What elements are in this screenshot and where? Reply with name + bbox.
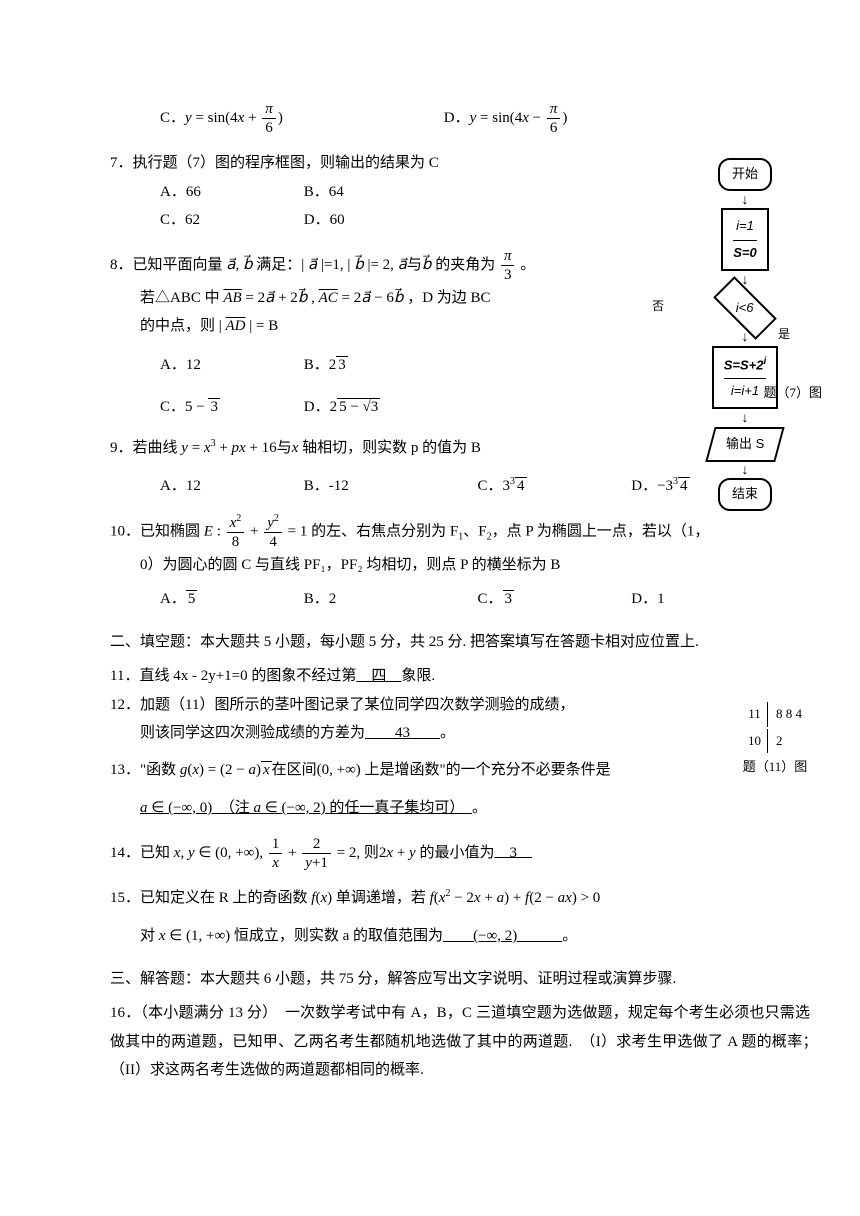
- q8-line2: 若△ABC 中 AB = 2a⃗ + 2b⃗ , AC = 2a⃗ − 6b⃗ …: [110, 284, 630, 313]
- q7-opt-d: D．60: [304, 206, 444, 235]
- q8-opt-d: D．25 − √3: [304, 393, 444, 422]
- section2-header: 二、填空题：本大题共 5 小题，每小题 5 分，共 25 分. 把答案填写在答题…: [110, 628, 810, 657]
- q6-options: C．y = sin(4x + π6) D．y = sin(4x − π6): [110, 100, 810, 137]
- q10: 10．已知椭圆 E : x28 + y24 = 1 的左、右焦点分别为 F1、F…: [110, 513, 810, 614]
- fc-end: 结束: [718, 478, 772, 511]
- q15-answer: (−∞, 2): [443, 928, 562, 944]
- fc-no-label: 否: [652, 295, 664, 318]
- fc-init: i=1 S=0: [721, 208, 769, 271]
- fc-yes-label: 是: [778, 323, 790, 346]
- q8: 8．已知平面向量 a⃗, b⃗ 满足：| a⃗ |=1, | b⃗ |= 2, …: [110, 247, 630, 422]
- q8-opt-b: B．23: [304, 351, 444, 380]
- q12: 12．加题（11）图所示的茎叶图记录了某位同学四次数学测验的成绩， 则该同学这四…: [110, 691, 630, 748]
- q8-opt-c: C．5 − 3: [160, 393, 300, 422]
- q7-flowchart: 开始 ↓ i=1 S=0 ↓ i<6 否 是 ↓ S=S+2i i=i+1 ↓ …: [660, 155, 830, 514]
- q10-opt-d: D．1: [631, 585, 664, 614]
- q7-flowchart-caption: 题（7）图: [763, 381, 822, 406]
- q10-line1: 10．已知椭圆 E : x28 + y24 = 1 的左、右焦点分别为 F1、F…: [110, 513, 810, 551]
- q10-line2: 0）为圆心的圆 C 与直线 PF₁，PF₂ 均相切，则点 P 的横坐标为 B: [110, 551, 810, 580]
- q14-answer: 3: [494, 844, 532, 860]
- q9-opt-b: B．-12: [304, 472, 474, 501]
- q8-line3: 的中点，则 | AD | = B: [110, 312, 630, 341]
- fc-start: 开始: [718, 158, 772, 191]
- q10-opt-b: B．2: [304, 585, 474, 614]
- q7-opt-a: A．66: [160, 178, 300, 207]
- q11-answer: 四: [356, 668, 401, 684]
- q15: 15．已知定义在 R 上的奇函数 f(x) 单调递增，若 f(x2 − 2x +…: [110, 884, 810, 951]
- arrow-icon: ↓: [660, 331, 830, 342]
- q7-opt-b: B．64: [304, 178, 444, 207]
- q13: 13．"函数 g(x) = (2 − a)x在区间(0, +∞) 上是增函数"的…: [110, 756, 810, 823]
- q16: 16．（本小题满分 13 分） 一次数学考试中有 A，B，C 三道填空题为选做题…: [110, 999, 810, 1085]
- arrow-icon: ↓: [660, 464, 830, 475]
- arrow-icon: ↓: [660, 412, 830, 423]
- q7-text: 7．执行题（7）图的程序框图，则输出的结果为 C: [110, 149, 630, 178]
- q12-caption: 题（11）图: [740, 755, 810, 780]
- q8-line1: 8．已知平面向量 a⃗, b⃗ 满足：| a⃗ |=1, | b⃗ |= 2, …: [110, 247, 630, 284]
- q6-opt-d: D．y = sin(4x − π6): [444, 100, 724, 137]
- q8-opt-a: A．12: [160, 351, 300, 380]
- q12-answer: 43: [365, 725, 440, 741]
- q12-stem-leaf: 118 8 4 102 题（11）图: [740, 700, 810, 780]
- arrow-icon: ↓: [660, 274, 830, 285]
- q14: 14．已知 x, y ∈ (0, +∞), 1x + 2y+1 = 2, 则2x…: [110, 835, 810, 872]
- q9-opt-a: A．12: [160, 472, 300, 501]
- q11: 11．直线 4x - 2y+1=0 的图象不经过第 四 象限.: [110, 662, 810, 691]
- q7: 7．执行题（7）图的程序框图，则输出的结果为 C A．66 B．64 C．62 …: [110, 149, 630, 235]
- q9-opt-c: C．334: [478, 472, 628, 501]
- q10-opt-c: C．3: [478, 585, 628, 614]
- q6-opt-c: C．y = sin(4x + π6): [160, 100, 440, 137]
- q10-opt-a: A．5: [160, 585, 300, 614]
- q7-opt-c: C．62: [160, 206, 300, 235]
- arrow-icon: ↓: [660, 194, 830, 205]
- q13-answer: a ∈ (−∞, 0) （注 a ∈ (−∞, 2) 的任一真子集均可）: [140, 800, 472, 816]
- fc-output: 输出 S: [705, 427, 785, 462]
- section3-header: 三、解答题：本大题共 6 小题，共 75 分，解答应写出文字说明、证明过程或演算…: [110, 965, 810, 994]
